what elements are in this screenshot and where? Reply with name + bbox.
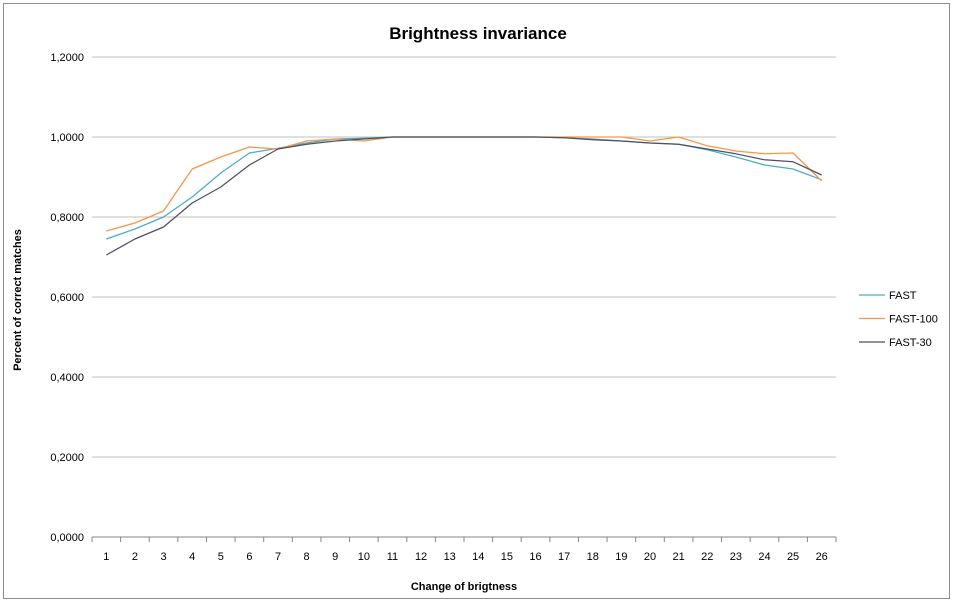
x-tick-label: 4	[189, 551, 195, 563]
x-tick-label: 21	[672, 551, 684, 563]
x-tick-label: 25	[787, 551, 799, 563]
y-tick-label: 1,2000	[50, 52, 84, 64]
x-axis-title: Change of brigtness	[411, 581, 517, 593]
legend-label-fast-30: FAST-30	[889, 337, 932, 349]
x-tick-label: 9	[332, 551, 338, 563]
x-tick-label: 6	[246, 551, 252, 563]
x-tick-label: 1	[103, 551, 109, 563]
x-tick-label: 18	[587, 551, 599, 563]
x-tick-label: 26	[816, 551, 828, 563]
y-tick-label: 1,0000	[50, 132, 84, 144]
y-tick-label: 0,6000	[50, 292, 84, 304]
series-lines	[105, 136, 823, 256]
line-chart: Brightness invariance Percent of correct…	[12, 24, 938, 593]
x-tick-label: 12	[415, 551, 427, 563]
legend-label-fast: FAST	[889, 290, 917, 302]
x-tick-label: 24	[758, 551, 770, 563]
x-tick-label: 16	[529, 551, 541, 563]
x-tick-label: 8	[304, 551, 310, 563]
x-tick-label: 13	[444, 551, 456, 563]
y-tick-label: 0,0000	[50, 532, 84, 544]
series-line-fast	[106, 136, 822, 240]
legend: FAST FAST-100 FAST-30	[859, 290, 938, 349]
x-tick-label: 7	[275, 551, 281, 563]
series-line-fast-30	[105, 136, 822, 256]
x-tick-label: 2	[132, 551, 138, 563]
chart-title: Brightness invariance	[389, 24, 567, 43]
x-tick-label: 17	[558, 551, 570, 563]
y-axis-title: Percent of correct matches	[12, 229, 24, 371]
x-tick-label: 14	[472, 551, 484, 563]
x-tick-label: 19	[615, 551, 627, 563]
x-tick-label: 10	[358, 551, 370, 563]
x-tick-label: 20	[644, 551, 656, 563]
gridlines	[92, 56, 836, 458]
legend-label-fast-100: FAST-100	[889, 314, 938, 326]
x-tick-label: 5	[218, 551, 224, 563]
y-tick-label: 0,4000	[50, 372, 84, 384]
y-tick-label: 0,2000	[50, 452, 84, 464]
x-tick-label: 23	[730, 551, 742, 563]
x-tick-label: 3	[160, 551, 166, 563]
axes: 0,0000 0,2000 0,4000 0,6000 0,8000 1,0000 1,20…	[50, 52, 837, 563]
chart-frame: Brightness invariance Percent of correct…	[3, 3, 950, 599]
x-tick-label: 22	[701, 551, 713, 563]
x-tick-label: 11	[387, 551, 398, 563]
y-tick-label: 0,8000	[50, 212, 84, 224]
x-tick-label: 15	[501, 551, 513, 563]
